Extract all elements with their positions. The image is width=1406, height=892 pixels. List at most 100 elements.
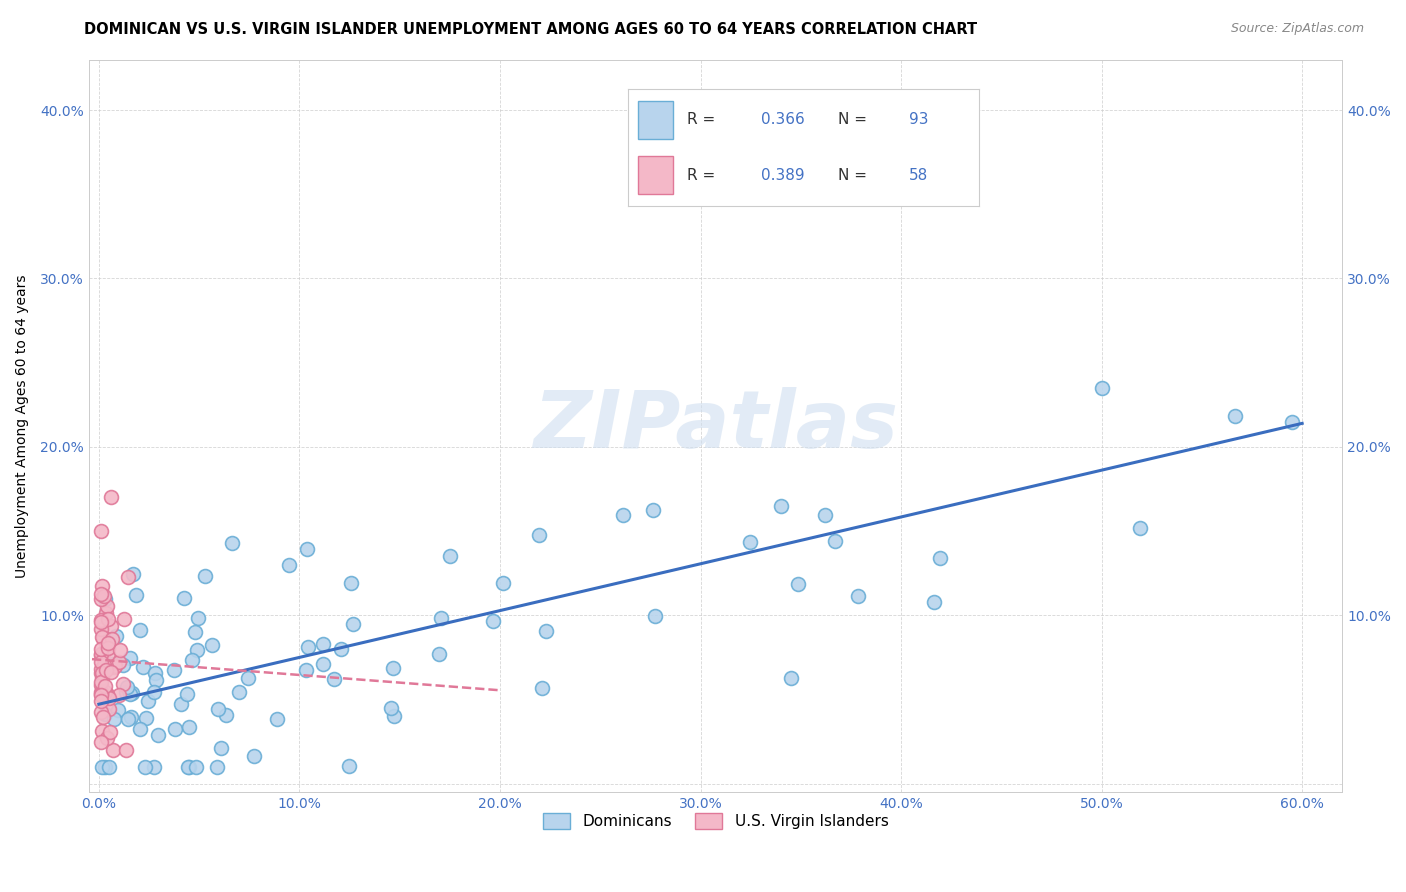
Point [93, 685, 115, 699]
Point [90, 613, 112, 627]
Point [527, 527, 550, 541]
Point [93, 706, 115, 721]
Legend: Dominicans, U.S. Virgin Islanders: Dominicans, U.S. Virgin Islanders [537, 807, 894, 836]
Point [187, 611, 209, 625]
Point [100, 665, 122, 680]
Point [100, 491, 122, 505]
Point [90, 735, 112, 749]
Point [90, 662, 112, 676]
Point [90, 587, 112, 601]
Point [132, 660, 155, 674]
Point [103, 659, 125, 673]
Point [100, 619, 122, 633]
Point [173, 591, 195, 605]
Point [93, 645, 115, 659]
Point [207, 701, 229, 715]
Point [105, 629, 128, 643]
Point [97, 647, 120, 661]
Point [534, 624, 557, 638]
Point [312, 657, 335, 672]
Point [135, 711, 157, 725]
Point [120, 710, 142, 724]
Point [530, 681, 553, 696]
Point [91, 710, 114, 724]
Point [90, 678, 112, 692]
Point [170, 697, 193, 711]
Point [97, 636, 120, 650]
Point [184, 760, 207, 774]
Point [90, 647, 112, 661]
Point [90, 524, 112, 538]
Point [97, 760, 120, 774]
Point [108, 688, 131, 702]
Point [145, 673, 167, 687]
Point [91, 760, 114, 774]
Point [104, 659, 127, 673]
Point [430, 610, 453, 624]
Point [205, 760, 228, 774]
Point [90, 684, 112, 698]
Point [94, 591, 117, 606]
Point [115, 743, 138, 757]
Point [380, 701, 402, 715]
Text: Source: ZipAtlas.com: Source: ZipAtlas.com [1230, 22, 1364, 36]
Point [846, 589, 869, 603]
Point [93, 657, 115, 672]
Point [96, 687, 118, 701]
Point [118, 651, 141, 665]
Point [90, 592, 112, 607]
Point [146, 728, 169, 742]
Point [295, 541, 318, 556]
Point [117, 570, 139, 584]
Point [162, 663, 184, 677]
Point [679, 178, 702, 193]
Point [143, 665, 166, 680]
Point [96, 606, 118, 620]
Point [90, 666, 112, 681]
Point [108, 655, 131, 669]
Point [90, 615, 112, 629]
Point [101, 632, 124, 647]
Point [103, 657, 125, 671]
Point [97, 611, 120, 625]
Point [228, 685, 250, 699]
Y-axis label: Unemployment Among Ages 60 to 64 years: Unemployment Among Ages 60 to 64 years [15, 274, 30, 577]
Point [91, 631, 114, 645]
Point [769, 499, 792, 513]
Point [112, 658, 135, 673]
Point [142, 760, 165, 774]
Point [297, 640, 319, 655]
Point [177, 720, 200, 734]
Point [780, 671, 803, 685]
Point [181, 653, 204, 667]
Point [612, 508, 634, 523]
Point [1225, 409, 1247, 424]
Point [481, 615, 503, 629]
Text: DOMINICAN VS U.S. VIRGIN ISLANDER UNEMPLOYMENT AMONG AGES 60 TO 64 YEARS CORRELA: DOMINICAN VS U.S. VIRGIN ISLANDER UNEMPL… [84, 22, 977, 37]
Point [136, 693, 159, 707]
Point [134, 760, 156, 774]
Point [381, 661, 404, 675]
Point [1129, 521, 1152, 535]
Point [101, 743, 124, 757]
Point [787, 576, 810, 591]
Point [277, 558, 299, 572]
Point [492, 575, 515, 590]
Point [91, 630, 114, 644]
Point [94, 679, 117, 693]
Point [209, 741, 232, 756]
Point [121, 566, 143, 581]
Point [194, 569, 217, 583]
Point [165, 722, 187, 736]
Point [177, 760, 200, 774]
Point [439, 549, 461, 564]
Point [644, 608, 666, 623]
Point [97, 640, 120, 655]
Point [98, 702, 121, 716]
Point [90, 723, 112, 738]
Point [117, 712, 139, 726]
Point [108, 643, 131, 657]
Point [91, 671, 114, 685]
Point [342, 616, 364, 631]
Point [740, 535, 762, 549]
